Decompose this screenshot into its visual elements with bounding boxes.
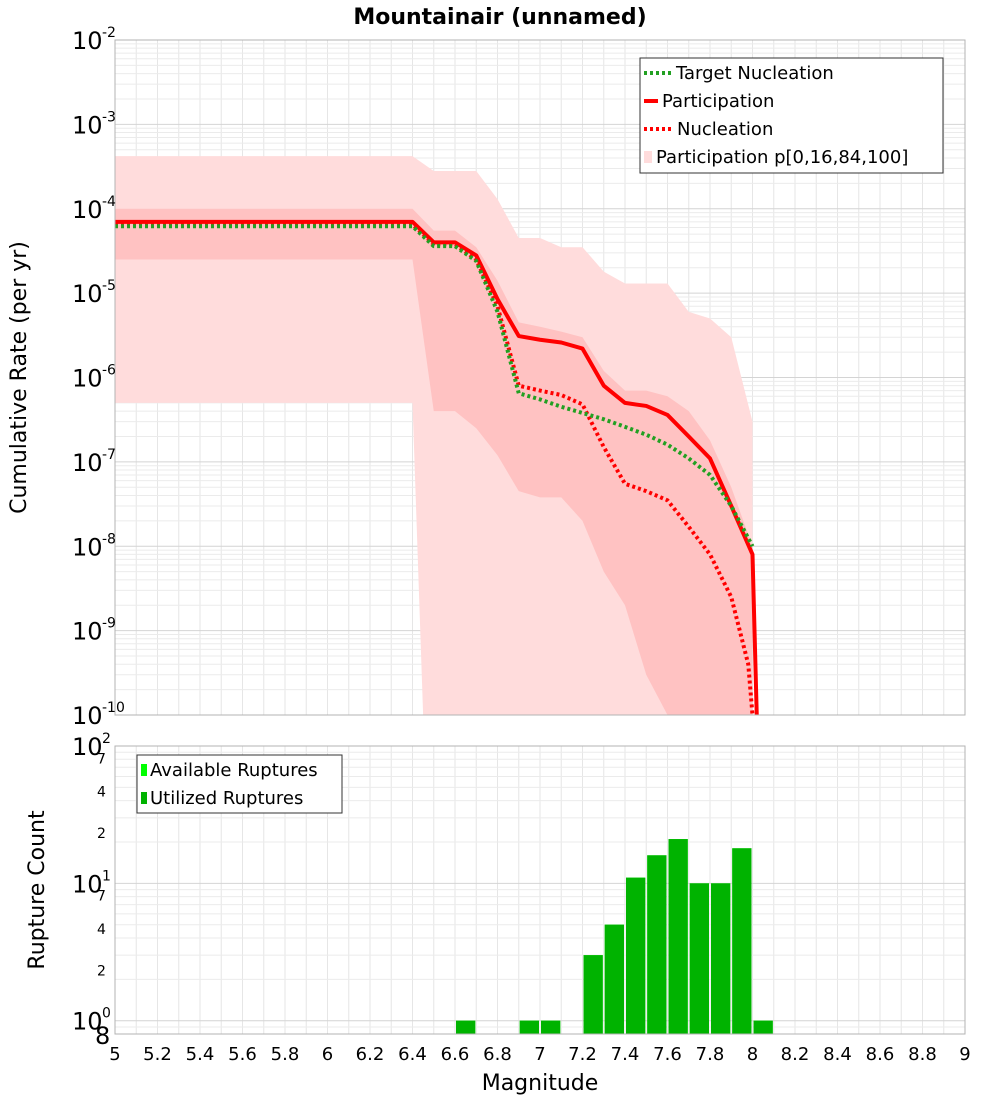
utilized-rupture-bar <box>583 955 603 1034</box>
x-tick-label: 8.4 <box>823 1044 852 1065</box>
utilized-rupture-bar <box>647 855 667 1034</box>
x-tick-label: 7.4 <box>611 1044 640 1065</box>
top-y-tick-base: 10 <box>72 280 103 308</box>
x-tick-label: 5.8 <box>271 1044 300 1065</box>
participation-inner-band <box>115 208 753 715</box>
bottom-legend-label: Available Ruptures <box>150 760 318 781</box>
utilized-rupture-bar <box>732 848 752 1034</box>
x-tick-label: 9 <box>959 1044 970 1065</box>
utilized-rupture-bar <box>519 1020 539 1034</box>
x-tick-label: 6.6 <box>441 1044 470 1065</box>
top-legend: Target Nucleation Participation Nucleation… <box>639 57 944 174</box>
participation-line <box>115 219 759 715</box>
legend-participation-band-swatch <box>644 151 652 163</box>
x-tick-label: 5.4 <box>186 1044 215 1065</box>
top-y-tick-base: 10 <box>72 27 103 55</box>
bottom-y-minor-label: 8 <box>95 1022 110 1050</box>
top-y-tick-base: 10 <box>72 533 103 561</box>
bottom-y-minor-label: 2 <box>97 826 106 842</box>
target-nucleation-line <box>115 224 755 548</box>
bottom-plot-frame <box>114 745 966 1035</box>
top-y-tick-exponent: -2 <box>102 25 116 41</box>
x-tick-label: 8.2 <box>781 1044 810 1065</box>
utilized-rupture-bar <box>604 924 624 1034</box>
utilized-rupture-bar <box>689 883 709 1034</box>
x-tick-label: 7 <box>534 1044 545 1065</box>
x-tick-label: 7.2 <box>568 1044 597 1065</box>
top-y-tick-base: 10 <box>72 365 103 393</box>
bottom-y-tick-exponent: 0 <box>102 1006 111 1022</box>
x-tick-label: 6.2 <box>356 1044 385 1065</box>
participation-outer-band <box>115 156 753 716</box>
bottom-legend-swatch <box>141 764 147 776</box>
top-legend-box <box>639 57 944 174</box>
top-y-tick-exponent: -7 <box>102 447 116 463</box>
utilized-rupture-bar <box>541 1020 561 1034</box>
top-y-tick-labels: 10-210-310-410-510-610-710-810-910-10 <box>72 25 125 730</box>
bottom-y-tick-base: 10 <box>72 733 103 761</box>
x-tick-label: 5.2 <box>143 1044 172 1065</box>
x-tick-label: 7.6 <box>653 1044 682 1065</box>
bottom-legend: Available Ruptures Utilized Ruptures <box>136 754 343 814</box>
top-y-axis-label: Cumulative Rate (per yr) <box>7 241 32 514</box>
utilized-rupture-bar <box>753 1020 773 1034</box>
utilized-rupture-bar <box>456 1020 476 1034</box>
top-y-tick-base: 10 <box>72 702 103 730</box>
bottom-y-axis-label: Rupture Count <box>25 810 50 970</box>
legend-nucleation-label: Nucleation <box>677 119 773 140</box>
bottom-legend-swatch <box>141 792 147 804</box>
x-tick-label: 8 <box>747 1044 758 1065</box>
x-tick-label: 5.6 <box>228 1044 257 1065</box>
legend-target-nucleation-label: Target Nucleation <box>675 63 834 84</box>
x-tick-label: 7.8 <box>696 1044 725 1065</box>
top-y-tick-base: 10 <box>72 618 103 646</box>
bottom-y-minor-label: 7 <box>97 751 106 767</box>
bottom-y-minor-label: 4 <box>97 785 106 801</box>
bottom-y-tick-exponent: 2 <box>102 731 111 747</box>
bottom-y-tick-base: 10 <box>72 1008 103 1036</box>
utilized-rupture-bar <box>711 883 731 1034</box>
x-tick-labels: 5 5.2 5.4 5.6 5.8 6 6.2 6.4 6.6 6.8 7 7.2 7.4 7.6 7.8 8… <box>109 1044 970 1065</box>
bottom-y-minor-label: 4 <box>97 922 106 938</box>
x-tick-label: 5 <box>109 1044 120 1065</box>
top-y-tick-exponent: -5 <box>102 278 116 294</box>
x-axis-label: Magnitude <box>482 1071 599 1096</box>
rupture-bars <box>456 839 773 1034</box>
top-y-tick-exponent: -6 <box>102 363 116 379</box>
x-tick-label: 6 <box>322 1044 333 1065</box>
utilized-rupture-bar <box>626 877 646 1034</box>
bottom-legend-box <box>136 754 343 814</box>
x-tick-label: 6.8 <box>483 1044 512 1065</box>
top-y-tick-exponent: -10 <box>102 700 125 716</box>
x-tick-label: 8.6 <box>866 1044 895 1065</box>
chart-title: Mountainair (unnamed) <box>353 5 646 30</box>
top-y-tick-exponent: -3 <box>102 109 116 125</box>
bottom-y-tick-base: 10 <box>72 870 103 898</box>
x-tick-label: 6.4 <box>398 1044 427 1065</box>
x-tick-label: 8.8 <box>908 1044 937 1065</box>
top-y-tick-base: 10 <box>72 111 103 139</box>
top-y-tick-exponent: -4 <box>102 194 116 210</box>
cumulative-rate-plot: 10-210-310-410-510-610-710-810-910 -10Tar… <box>72 25 966 730</box>
bottom-y-tick-exponent: 1 <box>102 868 111 884</box>
utilized-rupture-bar <box>668 839 688 1034</box>
bottom-y-minor-label: 2 <box>97 963 106 979</box>
bottom-y-minor-label: 7 <box>97 889 106 905</box>
top-plot-frame <box>114 39 966 716</box>
top-y-tick-exponent: -9 <box>102 616 116 632</box>
top-y-tick-base: 10 <box>72 449 103 477</box>
top-y-tick-exponent: -8 <box>102 531 116 547</box>
legend-participation-label: Participation <box>662 91 774 112</box>
bottom-legend-label: Utilized Ruptures <box>150 788 303 809</box>
top-y-tick-base: 10 <box>72 196 103 224</box>
legend-participation-band-label: Participation p[0,16,84,100] <box>656 147 908 168</box>
